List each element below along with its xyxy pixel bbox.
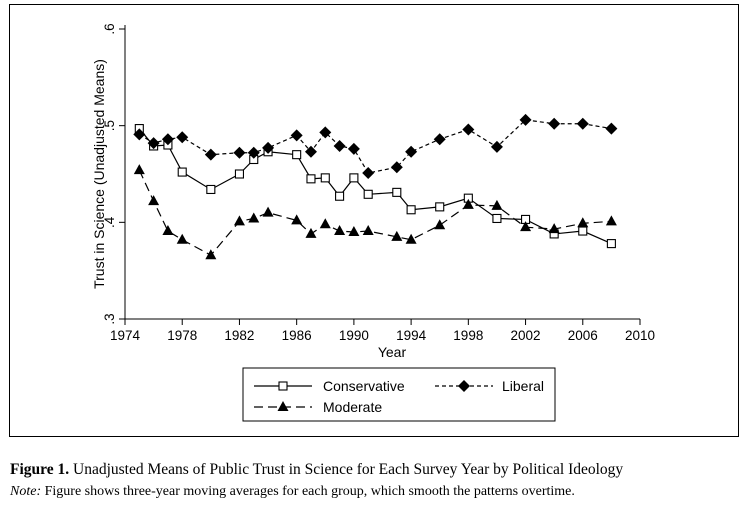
data-point-liberal bbox=[147, 137, 160, 150]
data-point-conservative bbox=[606, 239, 616, 249]
data-point-liberal bbox=[133, 128, 146, 141]
y-tick-label: .6 bbox=[102, 23, 117, 34]
x-tick-label: 2010 bbox=[625, 328, 655, 343]
data-point-conservative bbox=[177, 167, 187, 177]
legend-label-conservative: Conservative bbox=[323, 378, 405, 394]
caption-title-text: Unadjusted Means of Public Trust in Scie… bbox=[73, 461, 624, 478]
data-point-moderate bbox=[491, 199, 503, 210]
y-axis-label: Trust in Science (Unadjusted Means) bbox=[91, 59, 107, 289]
data-point-liberal bbox=[548, 117, 561, 130]
y-tick-label: .5 bbox=[102, 120, 117, 131]
data-point-moderate bbox=[548, 223, 560, 234]
legend-marker-conservative bbox=[278, 381, 288, 391]
data-point-liberal bbox=[262, 141, 275, 154]
plot-area bbox=[125, 29, 640, 319]
data-point-moderate bbox=[348, 226, 360, 236]
data-point-conservative bbox=[363, 189, 373, 199]
series-moderate bbox=[133, 164, 617, 260]
data-point-moderate bbox=[362, 225, 374, 236]
data-point-moderate bbox=[319, 218, 331, 229]
series-liberal bbox=[133, 113, 618, 180]
data-point-conservative bbox=[206, 184, 216, 195]
data-point-liberal bbox=[433, 133, 446, 146]
data-point-moderate bbox=[162, 225, 174, 236]
data-point-conservative bbox=[349, 173, 359, 183]
data-point-moderate bbox=[577, 217, 589, 228]
legend-label-moderate: Moderate bbox=[323, 399, 382, 415]
data-point-conservative bbox=[492, 213, 502, 224]
caption-note: Note: Figure shows three-year moving ave… bbox=[10, 483, 735, 501]
trust-line-chart: 1974 1978 1982 1986 1990 1994 1998 2002 2006 2010… bbox=[91, 23, 655, 422]
data-point-liberal bbox=[490, 140, 503, 153]
data-point-conservative bbox=[306, 174, 316, 184]
data-point-moderate bbox=[248, 212, 260, 223]
y-tick-label: .4 bbox=[102, 216, 117, 228]
data-point-conservative bbox=[578, 226, 588, 236]
data-point-moderate bbox=[520, 221, 532, 232]
data-point-conservative bbox=[234, 169, 244, 179]
series-layer bbox=[133, 113, 618, 260]
legend-label-liberal: Liberal bbox=[502, 378, 544, 394]
data-point-conservative bbox=[435, 202, 445, 212]
data-point-liberal bbox=[405, 145, 418, 158]
caption-label: Figure 1. bbox=[10, 461, 70, 478]
x-tick-label: 2002 bbox=[511, 328, 541, 343]
data-point-liberal bbox=[233, 146, 246, 159]
figure-caption: Figure 1. Unadjusted Means of Public Tru… bbox=[10, 460, 735, 501]
data-point-liberal bbox=[247, 146, 260, 159]
data-point-moderate bbox=[462, 198, 474, 209]
data-point-liberal bbox=[204, 148, 217, 161]
data-point-liberal bbox=[290, 129, 303, 142]
data-point-moderate bbox=[334, 225, 346, 236]
data-point-liberal bbox=[390, 161, 403, 174]
caption-title: Figure 1. Unadjusted Means of Public Tru… bbox=[10, 460, 735, 480]
data-point-liberal bbox=[333, 139, 346, 152]
data-point-moderate bbox=[148, 195, 160, 206]
data-point-moderate bbox=[262, 206, 274, 217]
data-point-liberal bbox=[319, 126, 332, 139]
data-point-moderate bbox=[233, 215, 245, 226]
data-point-moderate bbox=[291, 214, 303, 225]
data-point-moderate bbox=[133, 164, 145, 175]
data-point-moderate bbox=[205, 249, 217, 260]
x-tick-label: 1994 bbox=[396, 328, 427, 343]
x-tick-label: 1982 bbox=[224, 328, 254, 343]
caption-note-text: Figure shows three-year moving averages … bbox=[44, 484, 575, 499]
data-point-moderate bbox=[605, 215, 617, 226]
data-point-moderate bbox=[305, 227, 317, 238]
data-point-liberal bbox=[605, 122, 618, 135]
x-tick-label: 1974 bbox=[110, 328, 141, 343]
data-point-conservative bbox=[292, 150, 302, 160]
data-point-liberal bbox=[304, 145, 317, 158]
legend: Conservative Liberal Moderate bbox=[254, 378, 544, 415]
data-point-moderate bbox=[176, 233, 188, 244]
data-point-conservative bbox=[392, 187, 402, 197]
data-point-liberal bbox=[576, 117, 589, 130]
x-tick-label: 1986 bbox=[282, 328, 312, 343]
data-point-liberal bbox=[161, 133, 174, 146]
x-tick-label: 1998 bbox=[453, 328, 483, 343]
data-point-moderate bbox=[405, 233, 417, 244]
data-point-conservative bbox=[335, 191, 345, 201]
legend-box bbox=[242, 367, 556, 422]
legend-marker-liberal bbox=[458, 380, 470, 392]
x-tick-label: 1978 bbox=[167, 328, 197, 343]
data-point-conservative bbox=[406, 205, 416, 215]
x-tick-label: 2006 bbox=[568, 328, 598, 343]
legend-marker-moderate bbox=[277, 401, 289, 411]
x-tick-label: 1990 bbox=[339, 328, 369, 343]
caption-note-label: Note: bbox=[10, 484, 42, 499]
y-tick-label: .3 bbox=[102, 313, 117, 324]
data-point-moderate bbox=[391, 230, 403, 241]
data-point-liberal bbox=[347, 142, 360, 155]
data-point-liberal bbox=[519, 113, 532, 126]
figure-frame: 1974 1978 1982 1986 1990 1994 1998 2002 2006 2010… bbox=[9, 4, 739, 437]
data-point-moderate bbox=[434, 219, 446, 230]
data-point-conservative bbox=[320, 173, 330, 183]
data-point-liberal bbox=[362, 167, 375, 180]
axes: 1974 1978 1982 1986 1990 1994 1998 2002 2006 2010… bbox=[102, 23, 655, 343]
data-point-liberal bbox=[176, 131, 189, 144]
data-point-liberal bbox=[462, 123, 475, 136]
x-axis-label: Year bbox=[378, 344, 407, 360]
